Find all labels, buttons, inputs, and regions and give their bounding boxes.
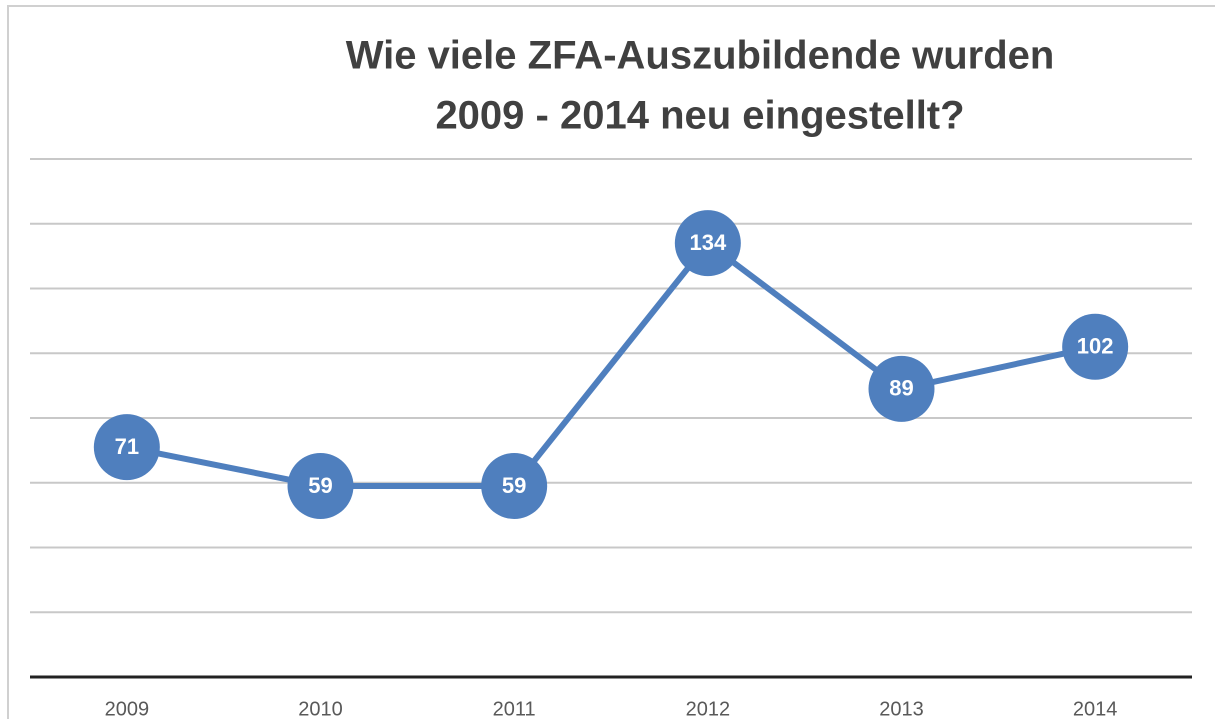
x-tick-label: 2009: [105, 698, 150, 719]
data-label: 71: [115, 434, 139, 459]
point: [868, 355, 935, 422]
point: [481, 452, 548, 519]
x-tick-label: 2010: [298, 698, 343, 719]
data-label: 59: [502, 473, 526, 498]
point: [93, 414, 160, 481]
point: [287, 452, 354, 519]
line: [126, 240, 1096, 489]
point: [674, 210, 741, 277]
chart-title: Wie viele ZFA-Auszubildende wurden: [346, 34, 1055, 78]
data-label: 89: [889, 376, 913, 401]
data-label: 102: [1077, 334, 1114, 359]
x-tick-label: 2011: [493, 698, 536, 719]
x-tick-label: 2012: [686, 698, 731, 719]
x-tick-label: 2013: [879, 698, 924, 719]
chart-title: 2009 - 2014 neu eingestellt?: [435, 94, 964, 138]
point: [1062, 313, 1129, 380]
chart-frame: [7, 5, 1215, 719]
data-label: 59: [308, 473, 332, 498]
x-tick-label: 2014: [1073, 698, 1118, 719]
data-label: 134: [689, 230, 726, 255]
